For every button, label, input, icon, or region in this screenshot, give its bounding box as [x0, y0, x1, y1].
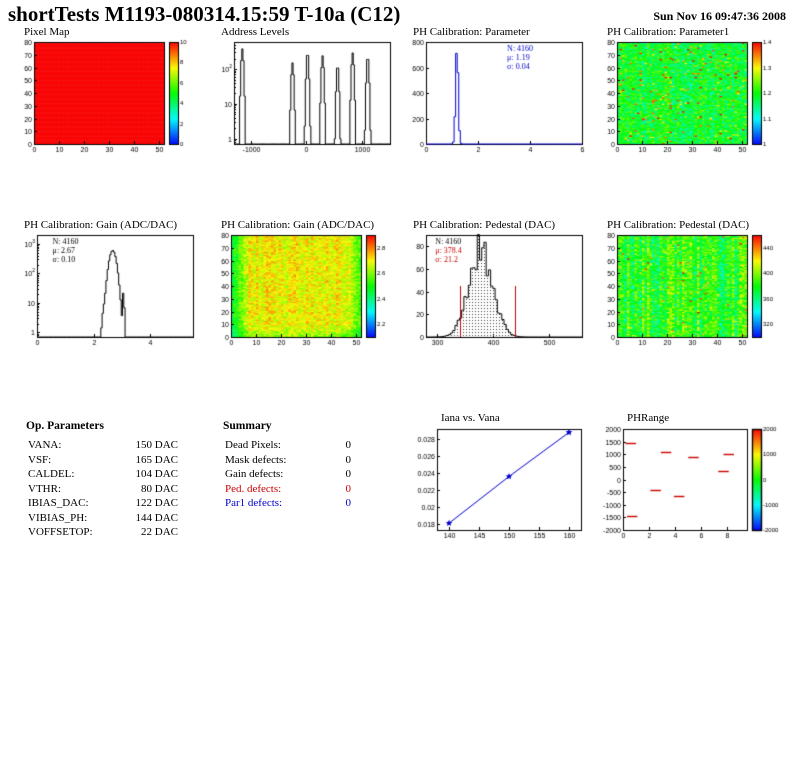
- chart-title: PH Calibration: Pedestal (DAC): [607, 219, 750, 231]
- gain-histogram: [10, 232, 200, 350]
- table-cell: CALDEL:: [28, 468, 75, 480]
- table-row: VOFFSETOP: 22 DAC: [28, 526, 178, 541]
- panel-gain-map: PH Calibration: Gain (ADC/DAC): [207, 219, 397, 359]
- panel-ph-parameter1-map: PH Calibration: Parameter1: [593, 26, 783, 166]
- table-row: VIBIAS_PH: 144 DAC: [28, 512, 178, 527]
- chart-title: Pixel Map: [24, 26, 70, 38]
- table-cell: Dead Pixels:: [225, 439, 281, 451]
- table-row: VSF: 165 DAC: [28, 454, 178, 469]
- table-cell: 104 DAC: [135, 468, 178, 480]
- table-cell: VOFFSETOP:: [28, 526, 93, 538]
- table-row: Gain defects: 0: [225, 468, 351, 483]
- timestamp: Sun Nov 16 09:47:36 2008: [653, 9, 786, 23]
- table-cell: 80 DAC: [141, 482, 178, 495]
- table-cell: VSF:: [28, 453, 52, 466]
- op-parameters-title: Op. Parameters: [26, 420, 104, 432]
- table-row: Mask defects: 0: [225, 454, 351, 469]
- table-cell: 165 DAC: [135, 453, 178, 466]
- gain-heatmap: [207, 232, 397, 350]
- chart-title: PHRange: [627, 412, 670, 424]
- table-cell: IBIAS_DAC:: [28, 497, 89, 509]
- page-title: shortTests M1193-080314.15:59 T-10a (C12…: [8, 2, 401, 26]
- panel-address-levels: Address Levels: [207, 26, 397, 166]
- summary-table: Dead Pixels: 0 Mask defects: 0 Gain defects:…: [225, 439, 351, 512]
- summary-title: Summary: [223, 420, 272, 432]
- table-cell: 0: [345, 439, 352, 451]
- table-cell: Par1 defects:: [225, 497, 283, 509]
- chart-title: PH Calibration: Pedestal (DAC): [413, 219, 556, 231]
- table-row: Par1 defects: 0: [225, 497, 351, 512]
- panel-phrange: PHRange: [593, 412, 783, 552]
- panel-gain-hist: PH Calibration: Gain (ADC/DAC): [10, 219, 200, 359]
- chart-title: PH Calibration: Parameter1: [607, 26, 730, 38]
- table-cell: 22 DAC: [141, 526, 178, 538]
- table-cell: 0: [345, 468, 352, 480]
- panel-summary: Summary Dead Pixels: 0 Mask defects: 0 Gain …: [207, 412, 397, 552]
- pedestal-heatmap: [593, 232, 783, 350]
- table-cell: VTHR:: [28, 482, 61, 495]
- panel-op-parameters: Op. Parameters VANA: 150 DAC VSF: 165 DAC CA…: [10, 412, 200, 552]
- table-cell: Gain defects:: [225, 468, 284, 480]
- chart-title: PH Calibration: Parameter: [413, 26, 530, 38]
- phrange-chart: [593, 425, 783, 543]
- table-cell: VANA:: [28, 439, 62, 451]
- table-cell: 0: [345, 482, 352, 495]
- table-cell: Mask defects:: [225, 453, 287, 466]
- panel-pixel-map: Pixel Map: [10, 26, 200, 166]
- table-row: VTHR: 80 DAC: [28, 483, 178, 498]
- address-levels-histogram: [207, 39, 397, 157]
- table-cell: VIBIAS_PH:: [28, 511, 88, 524]
- table-row: Dead Pixels: 0: [225, 439, 351, 454]
- panel-ph-parameter-hist: PH Calibration: Parameter: [399, 26, 589, 166]
- ph-parameter-histogram: [399, 39, 589, 157]
- chart-title: PH Calibration: Gain (ADC/DAC): [221, 219, 375, 231]
- chart-title: PH Calibration: Gain (ADC/DAC): [24, 219, 178, 231]
- table-cell: 150 DAC: [135, 439, 178, 451]
- panel-pedestal-hist: PH Calibration: Pedestal (DAC): [399, 219, 589, 359]
- panel-pedestal-map: PH Calibration: Pedestal (DAC): [593, 219, 783, 359]
- table-row: IBIAS_DAC: 122 DAC: [28, 497, 178, 512]
- table-cell: Ped. defects:: [225, 482, 282, 495]
- op-parameters-table: VANA: 150 DAC VSF: 165 DAC CALDEL: 104 DAC VTH…: [28, 439, 178, 541]
- iana-vs-vana-line-chart: [399, 425, 589, 543]
- table-cell: 144 DAC: [135, 511, 178, 524]
- pedestal-histogram: [399, 232, 589, 350]
- chart-title: Iana vs. Vana: [441, 412, 500, 424]
- table-row: CALDEL: 104 DAC: [28, 468, 178, 483]
- pixel-map-heatmap: [10, 39, 200, 157]
- table-cell: 122 DAC: [135, 497, 178, 509]
- table-row: VANA: 150 DAC: [28, 439, 178, 454]
- table-cell: 0: [345, 497, 352, 509]
- ph-parameter1-heatmap: [593, 39, 783, 157]
- table-cell: 0: [345, 453, 352, 466]
- panel-iana-vs-vana: Iana vs. Vana: [399, 412, 589, 552]
- table-row: Ped. defects: 0: [225, 483, 351, 498]
- chart-title: Address Levels: [221, 26, 290, 38]
